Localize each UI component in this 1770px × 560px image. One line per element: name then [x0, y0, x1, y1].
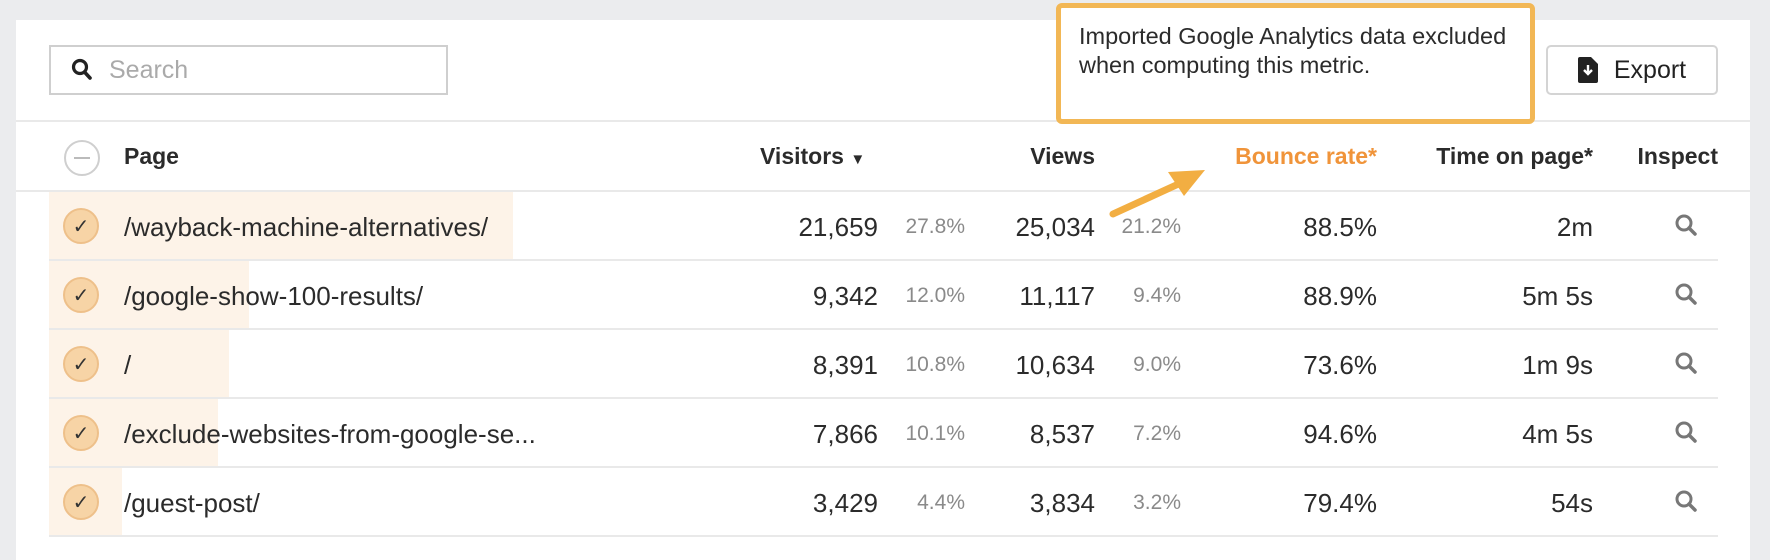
row-checkbox[interactable]: ✓ — [63, 415, 99, 451]
page-path[interactable]: /google-show-100-results/ — [124, 281, 424, 311]
row-checkbox[interactable]: ✓ — [63, 277, 99, 313]
export-label: Export — [1613, 55, 1687, 84]
check-icon: ✓ — [72, 215, 90, 238]
column-page[interactable]: Page — [124, 143, 179, 169]
inspect-search-icon[interactable] — [1673, 350, 1699, 376]
file-download-icon — [1577, 57, 1598, 83]
table-row[interactable]: ✓ /wayback-machine-alternatives/ 21,659 … — [0, 192, 1770, 260]
row-divider — [49, 466, 1718, 468]
time-on-page-value: 2m — [1556, 212, 1593, 242]
table-row[interactable]: ✓ /guest-post/ 3,429 4.4% 3,834 3.2% 79.… — [0, 468, 1770, 536]
bounce-rate-value: 79.4% — [1303, 488, 1377, 518]
views-value: 11,117 — [1019, 281, 1095, 311]
check-icon: ✓ — [72, 353, 90, 376]
visitor-share-bar — [49, 192, 513, 259]
bounce-rate-value: 73.6% — [1303, 350, 1377, 380]
row-checkbox[interactable]: ✓ — [63, 484, 99, 520]
bounce-rate-value: 94.6% — [1303, 419, 1377, 449]
table-row[interactable]: ✓ /exclude-websites-from-google-se... 7,… — [0, 399, 1770, 467]
bounce-rate-value: 88.5% — [1303, 212, 1377, 242]
column-visitors-label: Visitors — [760, 143, 844, 169]
inspect-search-icon[interactable] — [1673, 281, 1699, 307]
export-button[interactable]: Export — [1546, 45, 1718, 95]
column-inspect: Inspect — [1637, 143, 1718, 169]
page-path[interactable]: /wayback-machine-alternatives/ — [124, 212, 489, 242]
row-divider — [49, 535, 1718, 537]
visitors-pct: 27.8% — [905, 215, 965, 238]
views-pct: 7.2% — [1133, 422, 1181, 445]
time-on-page-value: 5m 5s — [1522, 281, 1593, 311]
visitors-value: 7,866 — [812, 419, 878, 449]
page-path[interactable]: /exclude-websites-from-google-se... — [124, 419, 536, 449]
check-icon: ✓ — [72, 491, 90, 514]
row-divider — [49, 328, 1718, 330]
row-checkbox[interactable]: ✓ — [63, 346, 99, 382]
row-divider — [49, 259, 1718, 261]
bounce-rate-value: 88.9% — [1303, 281, 1377, 311]
visitors-pct: 10.1% — [905, 422, 965, 445]
visitors-value: 8,391 — [812, 350, 878, 380]
row-checkbox[interactable]: ✓ — [63, 208, 99, 244]
visitors-pct: 10.8% — [905, 353, 965, 376]
visitors-pct: 4.4% — [917, 491, 965, 514]
visitors-value: 21,659 — [798, 212, 878, 242]
table-row[interactable]: ✓ / 8,391 10.8% 10,634 9.0% 73.6% 1m 9s — [0, 330, 1770, 398]
views-value: 3,834 — [1029, 488, 1095, 518]
views-value: 25,034 — [1015, 212, 1095, 242]
inspect-search-icon[interactable] — [1673, 212, 1699, 238]
views-pct: 9.4% — [1133, 284, 1181, 307]
views-pct: 3.2% — [1133, 491, 1181, 514]
page-path[interactable]: /guest-post/ — [124, 488, 260, 518]
row-divider — [49, 397, 1718, 399]
time-on-page-value: 4m 5s — [1522, 419, 1593, 449]
visitors-pct: 12.0% — [905, 284, 965, 307]
search-icon — [71, 58, 92, 80]
visitors-value: 3,429 — [812, 488, 878, 518]
column-views[interactable]: Views — [1030, 143, 1095, 169]
divider — [16, 190, 1750, 192]
time-on-page-value: 54s — [1551, 488, 1593, 518]
search-box[interactable] — [49, 45, 448, 95]
sort-desc-icon: ▼ — [850, 151, 866, 168]
views-value: 10,634 — [1015, 350, 1095, 380]
check-icon: ✓ — [72, 422, 90, 445]
search-input[interactable] — [109, 55, 429, 85]
page-path[interactable]: / — [124, 350, 132, 380]
table-row[interactable]: ✓ /google-show-100-results/ 9,342 12.0% … — [0, 261, 1770, 329]
column-bounce-rate[interactable]: Bounce rate* — [1235, 143, 1377, 169]
visitors-value: 9,342 — [812, 281, 878, 311]
views-value: 8,537 — [1029, 419, 1095, 449]
views-pct: 21.2% — [1121, 215, 1181, 238]
time-on-page-value: 1m 9s — [1522, 350, 1593, 380]
tooltip-text: Imported Google Analytics data excluded … — [1079, 23, 1507, 78]
column-time-on-page[interactable]: Time on page* — [1436, 143, 1593, 169]
deselect-all-checkbox[interactable] — [64, 140, 100, 176]
column-visitors[interactable]: Visitors ▼ — [760, 143, 865, 170]
metric-tooltip: Imported Google Analytics data excluded … — [1056, 3, 1535, 124]
check-icon: ✓ — [72, 284, 90, 307]
inspect-search-icon[interactable] — [1673, 488, 1699, 514]
views-pct: 9.0% — [1133, 353, 1181, 376]
inspect-search-icon[interactable] — [1673, 419, 1699, 445]
divider — [16, 120, 1750, 122]
